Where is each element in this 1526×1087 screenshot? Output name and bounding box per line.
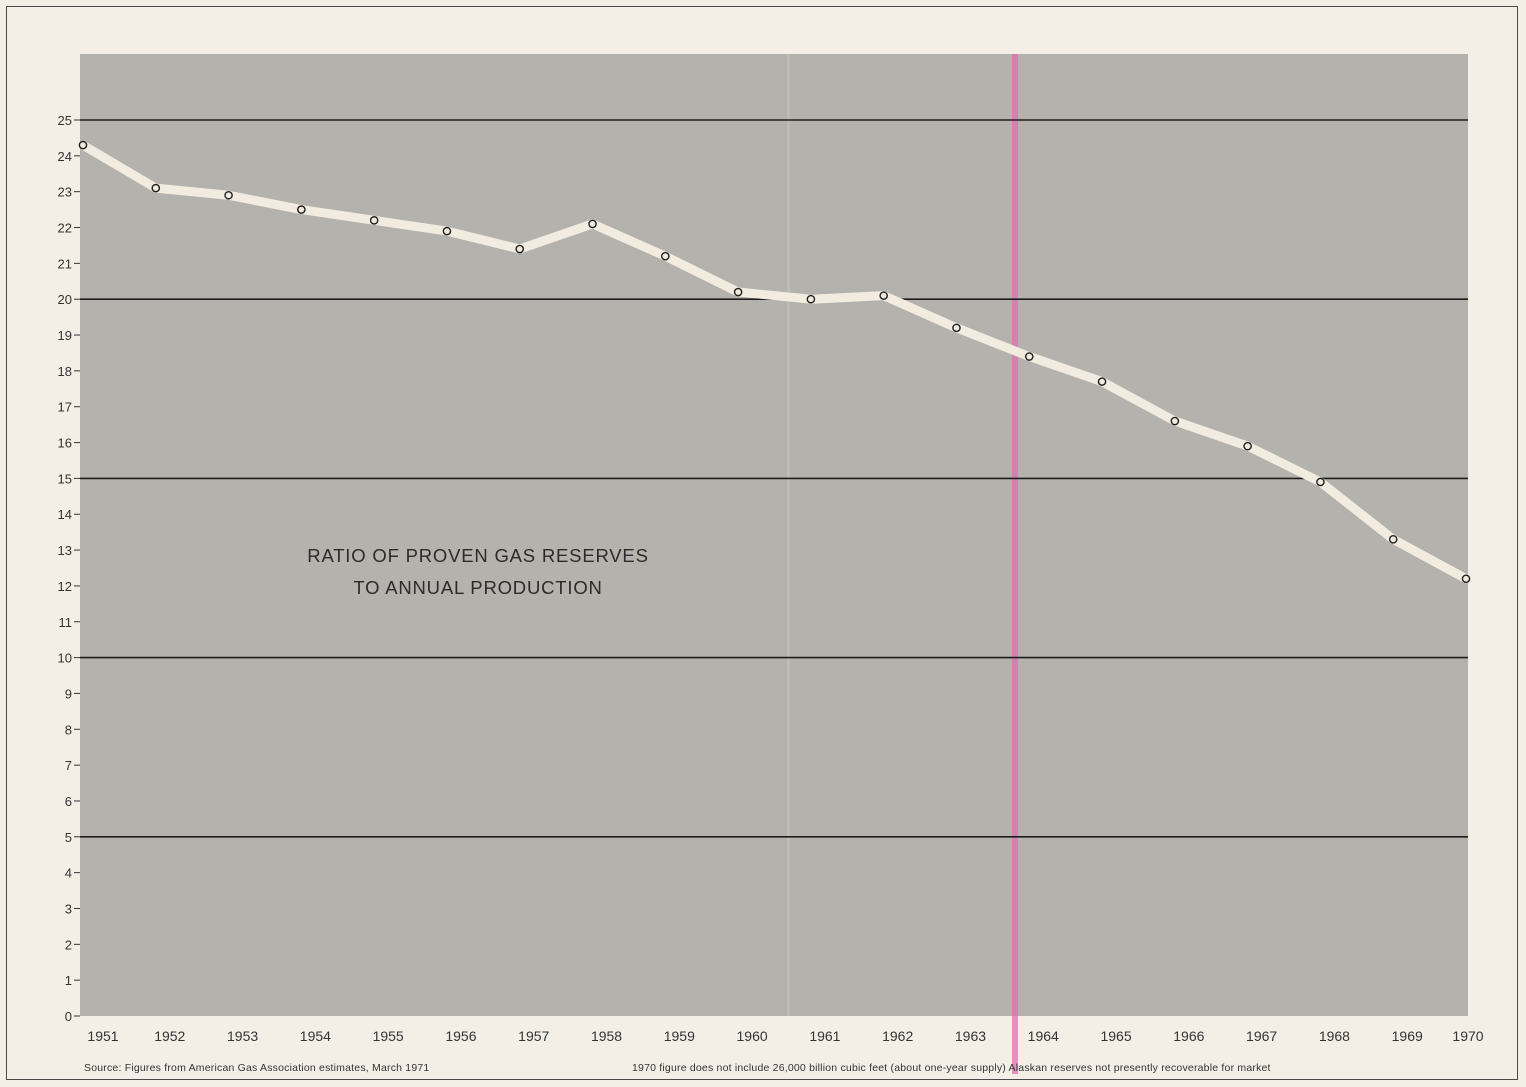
y-tick-label: 6	[65, 794, 72, 809]
y-tick-label: 5	[65, 830, 72, 845]
data-point	[879, 291, 888, 300]
y-tick-label: 23	[58, 185, 72, 200]
x-tick-label: 1959	[664, 1028, 695, 1044]
source-note: Source: Figures from American Gas Associ…	[84, 1062, 430, 1074]
alaska-footnote: 1970 figure does not include 26,000 bill…	[632, 1062, 1271, 1074]
x-tick-label: 1970	[1452, 1028, 1483, 1044]
x-tick-label: 1952	[154, 1028, 185, 1044]
x-tick-label: 1960	[737, 1028, 768, 1044]
y-tick-label: 9	[65, 686, 72, 701]
data-point	[224, 190, 233, 200]
y-tick-label: 12	[58, 579, 72, 594]
y-tick-label: 25	[58, 113, 72, 128]
y-tick-label: 17	[58, 400, 72, 415]
data-point	[1024, 352, 1034, 361]
data-point	[1170, 416, 1180, 426]
y-tick-label: 11	[59, 615, 73, 630]
y-tick-label: 2	[65, 937, 72, 952]
y-tick-label: 16	[58, 436, 72, 451]
data-point	[515, 244, 525, 254]
data-point	[733, 287, 743, 297]
chart-title-line-1: RATIO OF PROVEN GAS RESERVES	[307, 545, 648, 566]
data-point	[1316, 477, 1325, 487]
y-tick-label: 0	[65, 1009, 72, 1024]
data-point	[1461, 574, 1471, 584]
x-tick-label: 1951	[87, 1028, 118, 1044]
data-point	[297, 205, 306, 214]
data-point	[952, 323, 961, 333]
y-tick-label: 20	[58, 292, 72, 307]
y-tick-label: 13	[58, 543, 72, 558]
data-point	[1388, 535, 1398, 544]
x-tick-label: 1958	[591, 1028, 622, 1044]
y-tick-label: 21	[58, 256, 72, 271]
y-tick-label: 8	[65, 722, 72, 737]
data-point	[369, 216, 379, 225]
y-tick-label: 22	[58, 221, 72, 236]
x-tick-label: 1967	[1246, 1028, 1277, 1044]
data-point	[661, 251, 670, 261]
y-tick-label: 3	[65, 901, 72, 916]
x-tick-label: 1957	[518, 1028, 549, 1044]
y-tick-label: 24	[58, 149, 72, 164]
series-line	[78, 140, 1471, 584]
data-point	[78, 140, 88, 150]
plot-area	[80, 54, 1468, 1016]
x-tick-label: 1969	[1392, 1028, 1423, 1044]
data-point	[151, 183, 161, 193]
x-tick-label: 1956	[445, 1028, 476, 1044]
y-tick-label: 10	[58, 651, 72, 666]
x-tick-label: 1955	[373, 1028, 404, 1044]
series	[78, 140, 1471, 584]
y-axis: 0123456789101112131415161718192021222324…	[58, 113, 80, 1024]
data-point	[1243, 441, 1252, 451]
x-tick-label: 1962	[882, 1028, 913, 1044]
print-stripe-faint	[787, 54, 790, 1016]
x-tick-label: 1954	[300, 1028, 331, 1044]
data-point	[1097, 377, 1107, 386]
data-point	[442, 226, 452, 236]
x-tick-label: 1965	[1100, 1028, 1131, 1044]
data-point	[588, 219, 597, 229]
y-tick-label: 14	[58, 507, 72, 522]
gridlines	[80, 119, 1468, 838]
x-tick-label: 1961	[809, 1028, 840, 1044]
y-tick-label: 7	[65, 758, 72, 773]
x-axis: 1951 1952 1953 1954 1955 1956 1957 1958 1959 1960…	[87, 1028, 1483, 1044]
x-tick-label: 1966	[1173, 1028, 1204, 1044]
y-tick-label: 1	[65, 973, 72, 988]
chart-frame	[6, 6, 1518, 1080]
y-tick-label: 19	[58, 328, 72, 343]
y-tick-label: 15	[58, 471, 72, 486]
x-tick-label: 1964	[1028, 1028, 1059, 1044]
x-tick-label: 1953	[227, 1028, 258, 1044]
chart-title: RATIO OF PROVEN GAS RESERVES TO ANNUAL P…	[307, 545, 648, 598]
data-point	[806, 294, 816, 304]
chart-title-line-2: TO ANNUAL PRODUCTION	[353, 577, 602, 598]
x-tick-label: 1968	[1319, 1028, 1350, 1044]
x-tick-label: 1963	[955, 1028, 986, 1044]
y-tick-label: 4	[65, 866, 72, 881]
print-stripe	[1012, 54, 1018, 1074]
y-tick-label: 18	[58, 364, 72, 379]
